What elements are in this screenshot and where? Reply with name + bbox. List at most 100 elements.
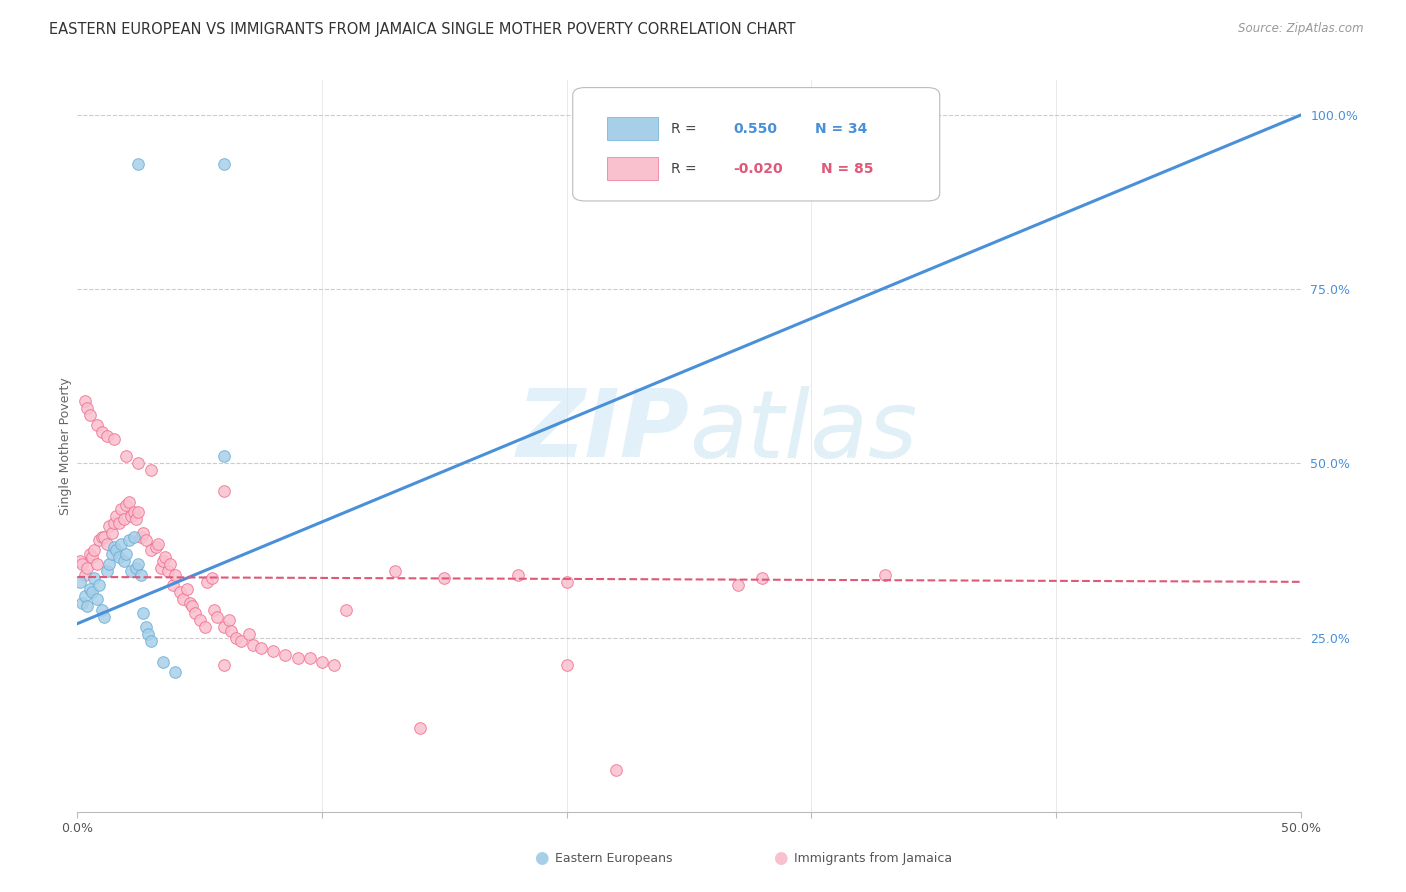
Text: ZIP: ZIP <box>516 385 689 477</box>
Point <box>188 613 211 627</box>
Point <box>323 658 346 673</box>
Point <box>132 526 155 541</box>
Point <box>128 505 150 519</box>
Point <box>135 620 157 634</box>
Point <box>89 533 111 547</box>
Point <box>115 547 138 561</box>
Point <box>128 558 150 572</box>
Point <box>155 550 177 565</box>
Point <box>218 613 240 627</box>
Point <box>201 571 224 585</box>
Point <box>96 565 118 579</box>
Point <box>384 565 406 579</box>
Point <box>90 425 112 439</box>
Point <box>250 640 273 655</box>
Point <box>139 463 162 477</box>
Point <box>242 638 264 652</box>
Point <box>93 530 115 544</box>
Point <box>76 599 98 614</box>
Point <box>156 565 179 579</box>
FancyBboxPatch shape <box>607 157 658 180</box>
Point <box>139 634 162 648</box>
Point <box>231 634 253 648</box>
Point <box>98 558 121 572</box>
Point <box>83 543 105 558</box>
Point <box>69 554 91 568</box>
Point <box>335 603 357 617</box>
Point <box>100 526 122 541</box>
Point <box>120 565 142 579</box>
Text: Source: ZipAtlas.com: Source: ZipAtlas.com <box>1239 22 1364 36</box>
Point <box>409 721 432 735</box>
Point <box>100 547 122 561</box>
Point <box>165 665 187 680</box>
Point <box>132 606 155 620</box>
Point <box>76 561 98 575</box>
Text: EASTERN EUROPEAN VS IMMIGRANTS FROM JAMAICA SINGLE MOTHER POVERTY CORRELATION CH: EASTERN EUROPEAN VS IMMIGRANTS FROM JAMA… <box>49 22 796 37</box>
Point <box>73 393 96 408</box>
Point <box>135 533 157 547</box>
Point <box>139 543 162 558</box>
Y-axis label: Single Mother Poverty: Single Mother Poverty <box>59 377 72 515</box>
Point <box>103 516 125 530</box>
Text: R =: R = <box>671 121 696 136</box>
Point <box>136 627 159 641</box>
Point <box>184 606 207 620</box>
Point <box>120 508 142 523</box>
Point <box>169 585 191 599</box>
Point <box>212 658 235 673</box>
Point <box>129 567 152 582</box>
Point <box>83 571 105 585</box>
Point <box>98 519 121 533</box>
Point <box>122 530 145 544</box>
Point <box>172 592 194 607</box>
FancyBboxPatch shape <box>572 87 939 201</box>
Point <box>89 578 111 592</box>
Point <box>108 550 131 565</box>
Point <box>86 592 108 607</box>
Point <box>90 530 112 544</box>
Point <box>751 571 773 585</box>
Point <box>146 536 169 550</box>
Point <box>152 554 174 568</box>
Point <box>110 536 132 550</box>
Point <box>193 620 215 634</box>
Point <box>93 609 115 624</box>
Text: N = 34: N = 34 <box>815 121 868 136</box>
Point <box>76 401 98 415</box>
Point <box>86 418 108 433</box>
Text: R =: R = <box>671 161 696 176</box>
Point <box>125 561 148 575</box>
Point <box>212 450 235 464</box>
Text: Immigrants from Jamaica: Immigrants from Jamaica <box>794 852 952 864</box>
Point <box>274 648 297 662</box>
Point <box>112 512 135 526</box>
Point <box>162 578 184 592</box>
Point <box>873 567 896 582</box>
Point <box>70 596 93 610</box>
Point <box>80 550 103 565</box>
Point <box>176 582 198 596</box>
Point <box>103 540 125 554</box>
Point <box>105 508 128 523</box>
Point <box>86 558 108 572</box>
Point <box>179 596 201 610</box>
Point <box>73 567 96 582</box>
Point <box>79 408 101 422</box>
Point <box>555 574 578 589</box>
Point <box>433 571 456 585</box>
Text: 0.550: 0.550 <box>733 121 778 136</box>
Point <box>298 651 321 665</box>
Point <box>118 533 141 547</box>
Point <box>118 494 141 508</box>
Point <box>70 558 93 572</box>
Point <box>69 574 91 589</box>
Point <box>79 582 101 596</box>
Point <box>96 428 118 442</box>
Point <box>238 627 260 641</box>
Text: Eastern Europeans: Eastern Europeans <box>555 852 673 864</box>
Point <box>128 457 150 471</box>
FancyBboxPatch shape <box>607 117 658 140</box>
Point <box>79 547 101 561</box>
Point <box>96 536 118 550</box>
